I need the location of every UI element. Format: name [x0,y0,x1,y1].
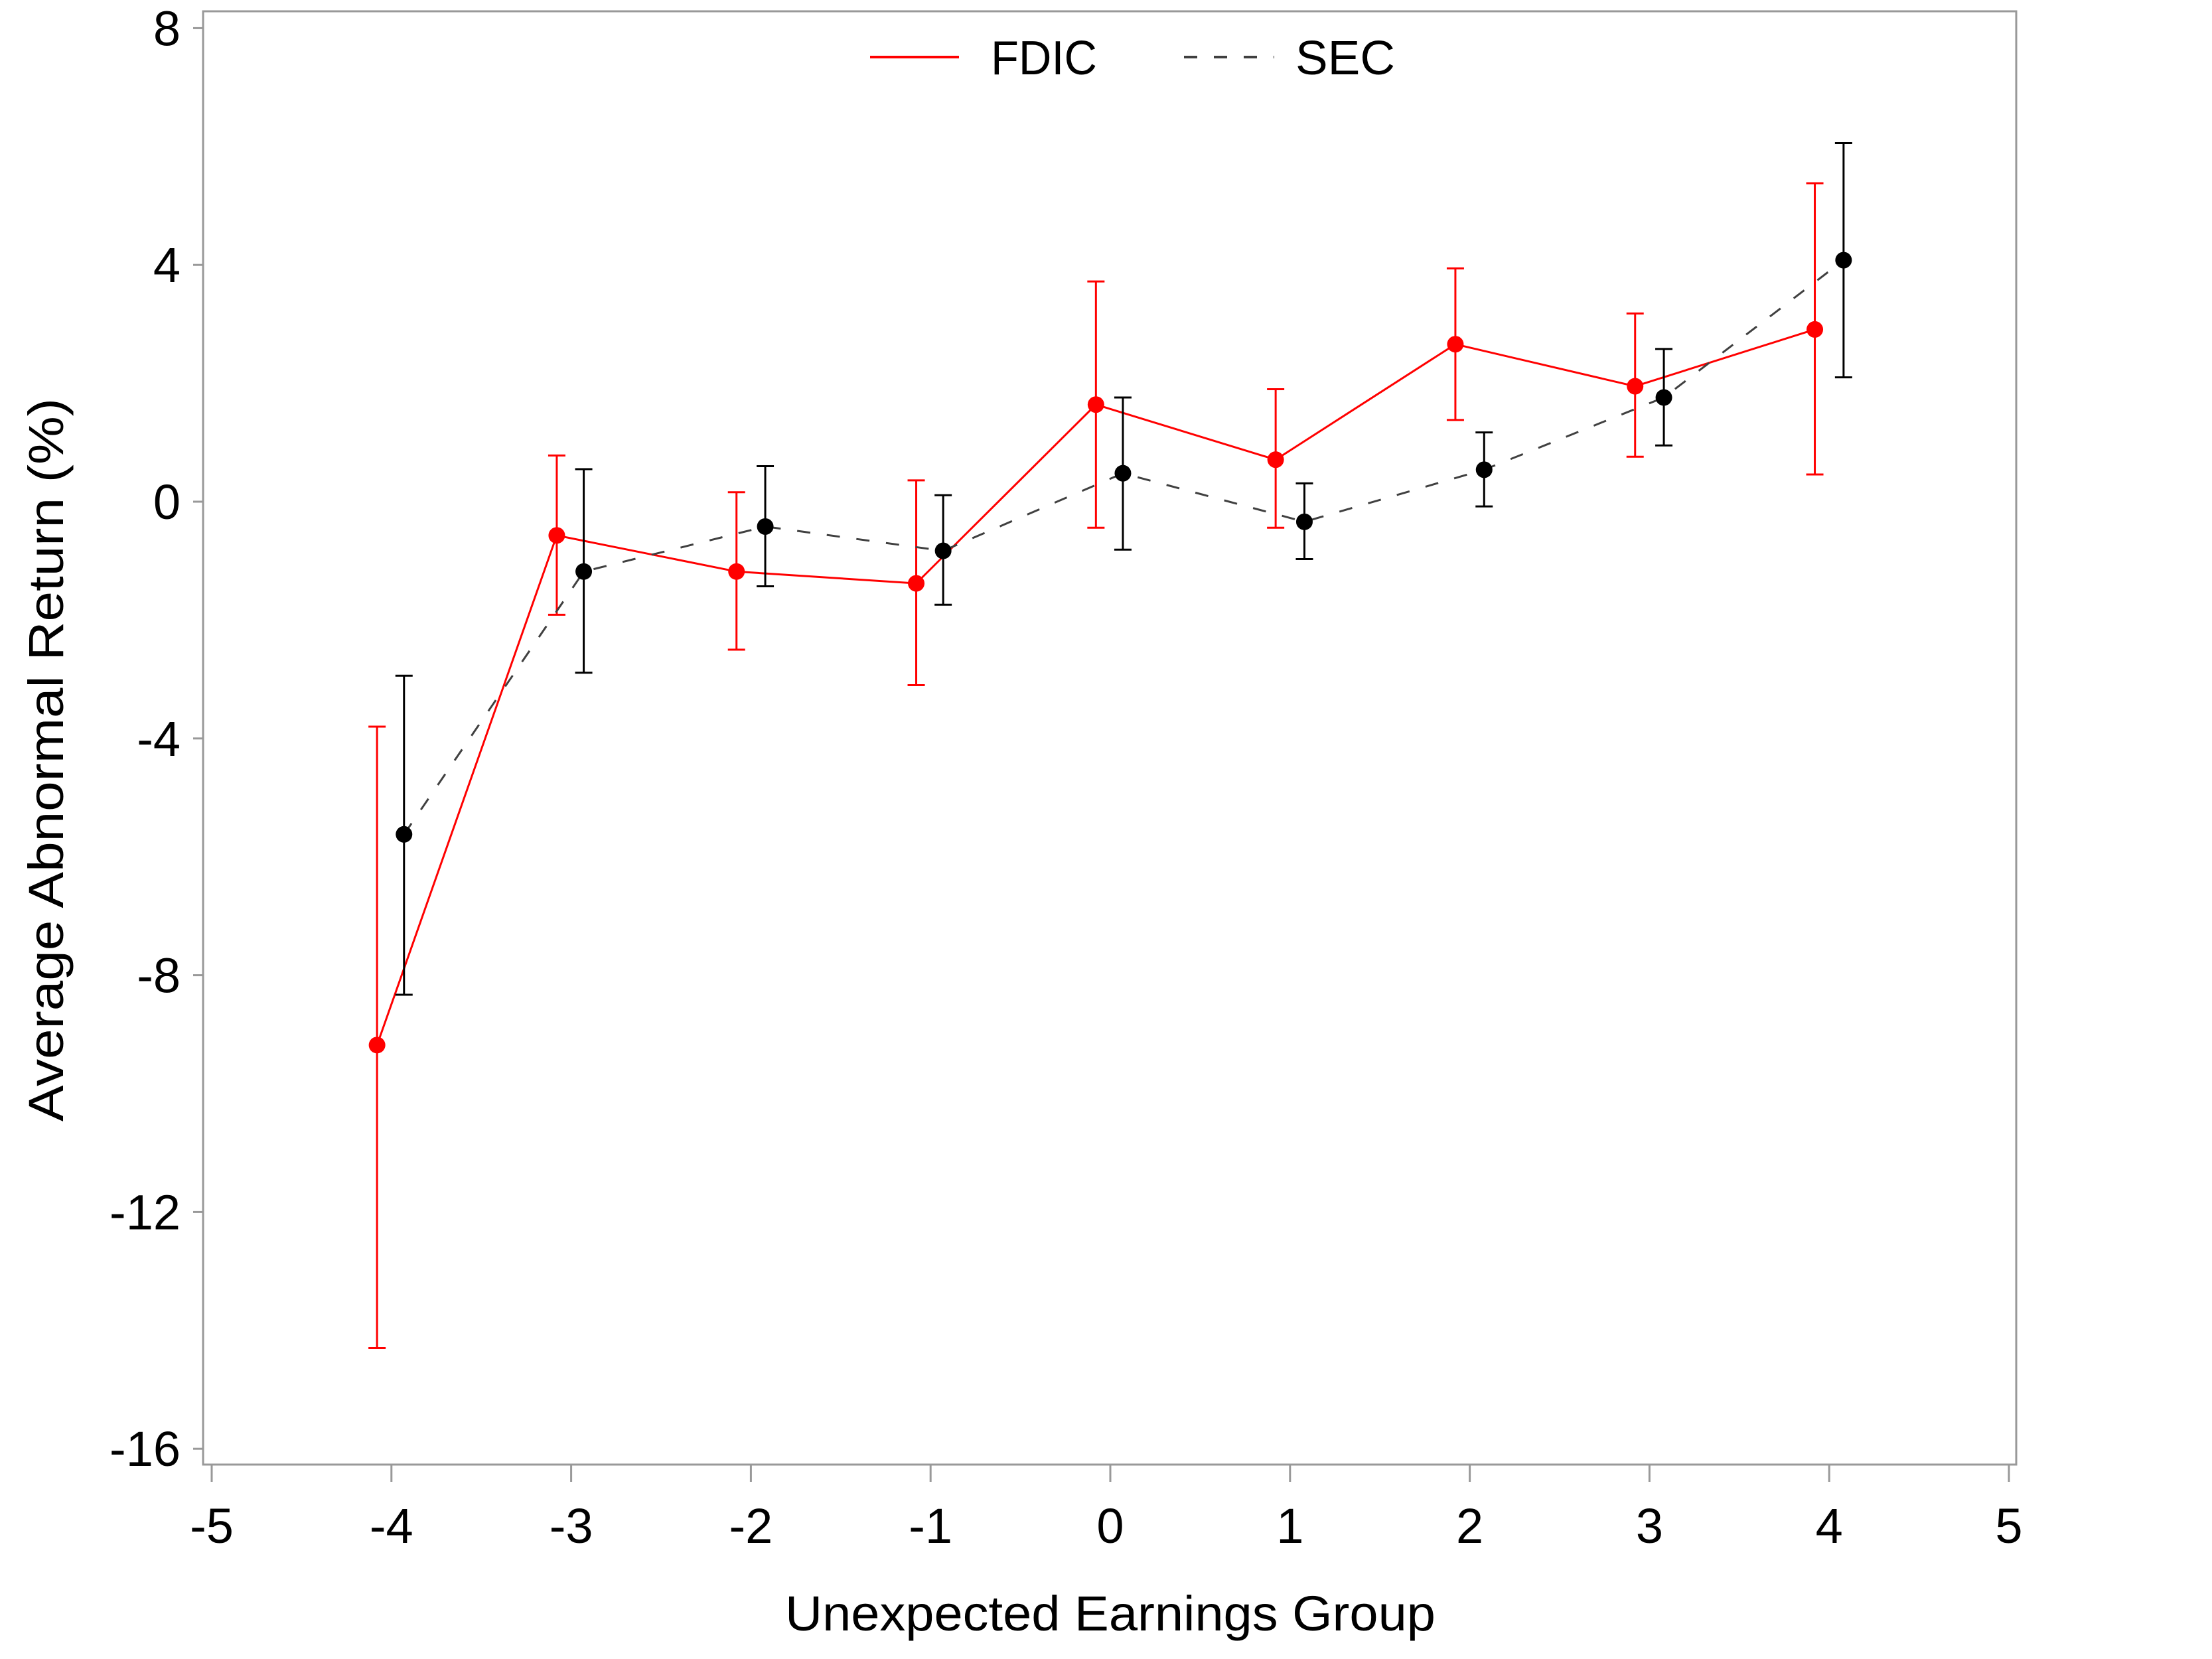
x-tick-label: 4 [1816,1498,1843,1553]
y-tick-label: 8 [153,1,181,56]
y-tick-label: 0 [153,474,181,530]
legend-label-fdic: FDIC [991,32,1097,85]
legend-label-sec: SEC [1295,32,1395,85]
data-point-marker-sec [1835,252,1852,269]
data-point-marker-fdic [908,575,925,592]
y-tick-label: -16 [110,1421,181,1477]
series-line-sec [403,259,1844,835]
data-point-marker-fdic [548,527,565,544]
data-point-marker-sec [575,563,593,580]
x-tick-label: -4 [370,1498,413,1553]
x-tick-label: 5 [1995,1498,2022,1553]
x-tick-label: 3 [1636,1498,1663,1553]
data-point-marker-sec [757,518,774,535]
data-point-marker-fdic [368,1037,386,1054]
data-point-marker-sec [1475,461,1493,478]
y-tick-label: -4 [137,711,181,766]
x-tick-label: -2 [729,1498,773,1553]
data-point-marker-sec [934,542,952,559]
y-tick-label: 4 [153,238,181,293]
y-tick-label: -8 [137,948,181,1003]
plot-frame [202,10,2018,1466]
x-tick-label: -1 [909,1498,952,1553]
data-point-marker-sec [1114,465,1132,482]
data-point-marker-fdic [1806,321,1824,338]
x-tick-label: -3 [550,1498,593,1553]
data-point-marker-fdic [1087,396,1104,413]
x-tick-label: 1 [1276,1498,1303,1553]
data-point-marker-fdic [1627,378,1644,395]
data-point-marker-sec [396,826,413,843]
data-point-marker-fdic [1267,451,1284,469]
data-point-marker-fdic [1447,336,1464,353]
x-tick-label: -5 [190,1498,234,1553]
y-tick-label: -12 [110,1185,181,1240]
data-point-marker-sec [1295,513,1313,530]
x-axis-title: Unexpected Earnings Group [785,1586,1436,1641]
y-axis-title: Average Abnormal Return (%) [19,398,74,1121]
data-point-marker-sec [1655,389,1672,406]
x-tick-label: 0 [1096,1498,1124,1553]
data-point-marker-fdic [728,563,745,580]
x-tick-label: 2 [1456,1498,1483,1553]
